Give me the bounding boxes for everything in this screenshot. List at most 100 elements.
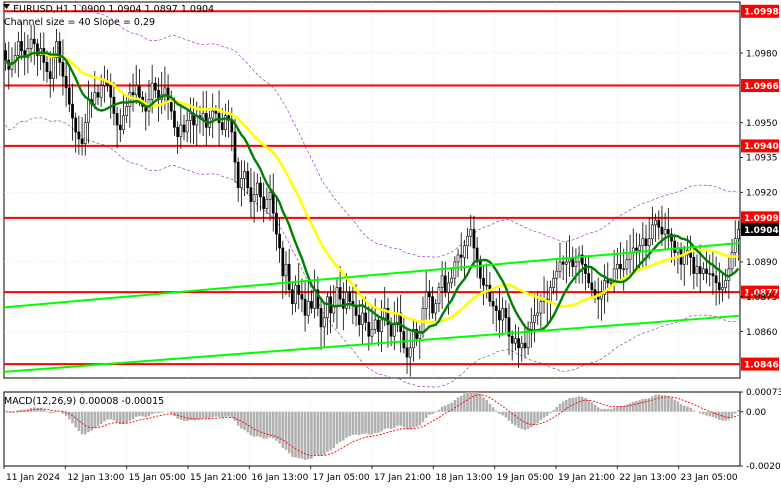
candle-body: [118, 124, 122, 130]
candle-body: [182, 124, 186, 133]
candle-body: [698, 266, 702, 274]
candle-body: [517, 338, 520, 349]
candle-body: [434, 303, 438, 314]
candle-body: [415, 328, 418, 339]
level-tag-label: 1.0998: [744, 8, 779, 18]
envelope-lower: [5, 117, 739, 388]
price-tick-label: 1.0935: [746, 154, 778, 164]
candle-body: [386, 308, 390, 325]
candle-body: [654, 219, 657, 226]
candle-body: [173, 110, 176, 128]
candle-body: [214, 110, 218, 114]
level-tag-label: 1.0909: [744, 214, 779, 224]
candle-body: [310, 301, 313, 309]
candle-body: [635, 247, 638, 251]
time-tick-label: 18 Jan 13:00: [435, 473, 492, 483]
candle-body: [478, 261, 482, 279]
candle-body: [134, 85, 138, 96]
candle-body: [724, 280, 728, 288]
level-tag-label: 1.0966: [744, 82, 779, 92]
indicator-header: Channel size = 40 Slope = 0.29: [4, 17, 155, 28]
time-tick-label: 15 Jan 21:00: [190, 473, 247, 483]
candle-body: [440, 275, 444, 288]
candle-body: [561, 261, 565, 265]
candle-body: [705, 268, 708, 274]
candle-body: [52, 57, 55, 79]
time-tick-label: 22 Jan 13:00: [619, 473, 676, 483]
candle-body: [644, 238, 648, 247]
candle-body: [354, 305, 358, 316]
candle-body: [711, 273, 715, 277]
candle-body: [549, 287, 552, 302]
candle-body: [514, 338, 517, 344]
candle-body: [255, 182, 259, 195]
candle-body: [201, 113, 205, 119]
candle-body: [249, 187, 253, 202]
candle-body: [259, 182, 262, 198]
time-tick-label: 17 Jan 21:00: [374, 473, 431, 483]
candle-body: [491, 301, 495, 307]
candle-body: [71, 103, 74, 119]
candle-body: [262, 196, 266, 209]
candle-body: [392, 324, 396, 337]
candle-body: [335, 287, 339, 307]
candle-body: [4, 50, 7, 61]
candle-body: [475, 247, 479, 263]
level-tag-label: 1.0846: [744, 360, 779, 370]
candle-body: [399, 312, 403, 332]
candle-body: [663, 229, 667, 235]
candle-body: [615, 263, 619, 270]
candle-body: [58, 41, 62, 63]
candle-body: [520, 342, 524, 349]
candle-body: [61, 62, 65, 77]
candle-body: [367, 321, 371, 337]
candle-body: [587, 273, 591, 284]
price-tick-label: 1.0875: [746, 293, 778, 303]
candle-body: [555, 270, 559, 279]
candle-body: [498, 310, 501, 321]
candle-body: [26, 48, 30, 59]
candle-body: [364, 312, 367, 323]
candle-body: [115, 113, 119, 126]
candle-body: [348, 291, 352, 302]
candle-body: [153, 82, 157, 91]
candle-body: [179, 124, 183, 137]
candle-body: [533, 315, 536, 323]
candle-body: [447, 282, 450, 293]
candle-body: [128, 92, 132, 107]
candle-body: [427, 291, 431, 298]
candle-body: [281, 247, 285, 277]
candle-body: [345, 291, 348, 309]
candle-body: [459, 254, 463, 258]
time-tick-label: 11 Jan 2024: [6, 473, 60, 483]
candle-body: [408, 347, 412, 358]
candle-body: [83, 122, 87, 144]
candle-body: [469, 229, 473, 237]
candle-body: [370, 328, 374, 337]
candle-body: [169, 101, 173, 112]
candle-body: [55, 41, 58, 59]
candle-body: [287, 263, 291, 291]
level-tag: [741, 357, 779, 371]
price-tick-label: 1.0890: [746, 258, 778, 268]
macd-histogram: [5, 392, 740, 460]
candle-body: [456, 254, 460, 263]
candle-body: [36, 43, 39, 56]
candle-body: [412, 328, 415, 349]
candle-body: [10, 62, 14, 70]
candle-body: [482, 277, 485, 286]
current-price-tag: [741, 222, 779, 236]
candle-body: [638, 245, 641, 251]
price-tick-label: 1.0920: [746, 189, 778, 199]
level-tag: [741, 4, 779, 18]
candle-body: [284, 263, 288, 277]
candle-body: [577, 254, 581, 263]
time-tick-label: 19 Jan 05:00: [497, 473, 554, 483]
level-tag: [741, 211, 779, 225]
candle-body: [721, 287, 724, 291]
dropdown-arrow-icon[interactable]: [3, 4, 10, 9]
candle-body: [278, 233, 281, 249]
candle-body: [666, 229, 670, 235]
